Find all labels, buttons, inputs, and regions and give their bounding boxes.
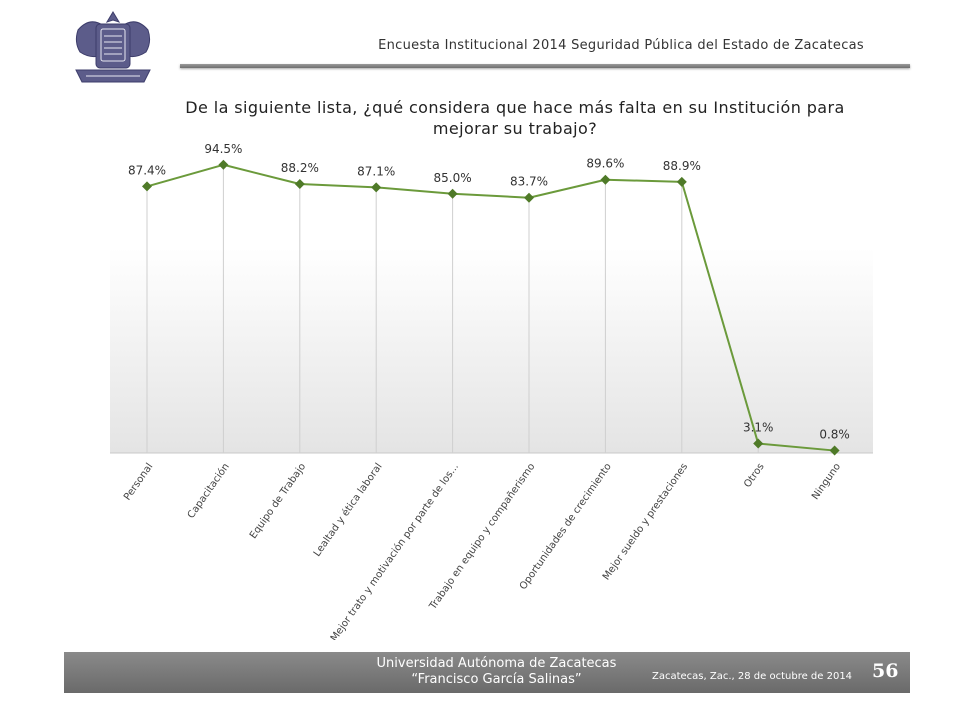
line-chart: 87.4% 94.5% 88.2% 87.1% 85.0% 83.7% 89.6% 88.9%… bbox=[110, 142, 873, 640]
data-label: 88.9% bbox=[663, 159, 701, 173]
data-label: 83.7% bbox=[510, 175, 548, 189]
university-subtitle: “Francisco García Salinas” bbox=[411, 672, 582, 687]
footer-bar: Universidad Autónoma de Zacatecas “Franc… bbox=[64, 652, 910, 693]
footer-university-block: Universidad Autónoma de Zacatecas “Franc… bbox=[354, 656, 639, 688]
data-point-marker bbox=[600, 174, 611, 185]
data-point-marker bbox=[524, 192, 534, 203]
university-name: Universidad Autónoma de Zacatecas bbox=[376, 656, 617, 671]
data-label: 3.1% bbox=[743, 421, 774, 435]
x-tick-label: Oportunidades de crecimiento bbox=[518, 461, 614, 592]
header-divider bbox=[180, 64, 910, 68]
data-label: 94.5% bbox=[204, 142, 242, 156]
plot-background bbox=[110, 248, 873, 453]
footer-date: Zacatecas, Zac., 28 de octubre de 2014 bbox=[652, 671, 853, 682]
x-tick-label: Mejor sueldo y prestaciones bbox=[601, 461, 690, 582]
x-tick-label: Lealtad y ética laboral bbox=[311, 461, 385, 559]
x-tick-label: Ninguno bbox=[810, 461, 843, 502]
data-point-marker bbox=[294, 178, 305, 189]
data-point-marker bbox=[829, 445, 840, 456]
data-label: 89.6% bbox=[586, 157, 624, 171]
data-label: 87.1% bbox=[357, 164, 395, 178]
data-label: 0.8% bbox=[819, 428, 850, 442]
data-point-marker bbox=[447, 188, 458, 199]
x-tick-label: Personal bbox=[122, 461, 155, 502]
series-line bbox=[146, 163, 835, 452]
data-label: 87.4% bbox=[128, 163, 166, 177]
x-tick-label: Equipo de Trabajo bbox=[248, 461, 308, 541]
question-text: De la siguiente lista, ¿qué considera qu… bbox=[185, 98, 845, 138]
x-tick-label: Otros bbox=[742, 461, 767, 489]
data-point-marker bbox=[753, 438, 764, 449]
survey-title: Encuesta Institucional 2014 Seguridad Pú… bbox=[378, 38, 864, 53]
x-tick-label: Mejor trato y motivación por parte de lo… bbox=[328, 461, 461, 640]
page-number: 56 bbox=[872, 660, 899, 682]
data-point-marker bbox=[142, 181, 152, 192]
data-label: 85.0% bbox=[434, 171, 472, 185]
data-point-marker bbox=[676, 176, 687, 187]
x-tick-label: Capacitación bbox=[185, 461, 232, 521]
university-seal-logo bbox=[70, 8, 156, 94]
data-point-marker bbox=[218, 159, 229, 170]
data-label: 88.2% bbox=[281, 161, 319, 175]
data-point-marker bbox=[371, 182, 382, 193]
